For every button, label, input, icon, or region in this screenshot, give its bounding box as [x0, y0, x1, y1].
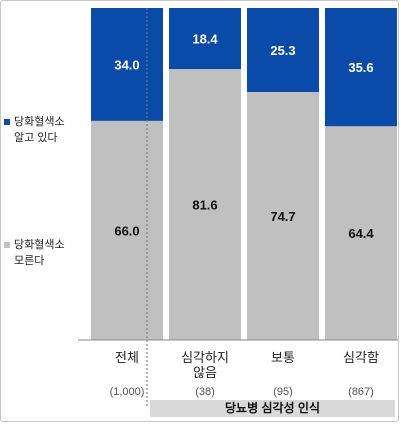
bar-segment-known-0 [91, 8, 163, 121]
legend-known-label: 당화혈색소 알고 있다 [14, 116, 65, 144]
data-label-unknown-3: 64.4 [348, 226, 374, 241]
bar-segment-unknown-0 [91, 120, 163, 340]
sample-size-label-0: (1,000) [110, 386, 145, 398]
data-label-known-0: 34.0 [114, 57, 139, 72]
legend-unknown: 당화혈색소 모른다 [4, 237, 65, 269]
legend-known-swatch [4, 119, 10, 125]
category-label-1-line-0: 심각하지 [181, 350, 229, 365]
category-label-2: 보통 [271, 350, 295, 365]
group-axis-label: 당뇨병 심각성 인식 [150, 400, 395, 417]
legend-known: 당화혈색소 알고 있다 [4, 114, 65, 146]
category-label-0: 전체 [115, 350, 139, 365]
sample-size-label-2: (95) [273, 386, 293, 398]
data-label-unknown-2: 74.7 [270, 209, 295, 224]
bar-segment-unknown-1 [169, 69, 241, 340]
category-label-3: 심각함 [343, 350, 379, 365]
category-label-1-line-1: 않음 [193, 365, 217, 380]
sample-size-label-3: (867) [348, 386, 374, 398]
bar-segment-known-3 [325, 8, 397, 127]
bar-segment-unknown-2 [247, 91, 319, 340]
data-label-known-3: 35.6 [348, 60, 373, 75]
data-label-known-1: 18.4 [192, 32, 218, 47]
legend-unknown-swatch [4, 242, 10, 248]
sample-size-label-1: (38) [195, 386, 215, 398]
data-label-unknown-0: 66.0 [114, 223, 139, 238]
bar-segment-known-1 [169, 8, 241, 70]
legend-unknown-label: 당화혈색소 모른다 [14, 239, 65, 267]
bar-segment-unknown-3 [325, 126, 397, 340]
data-label-known-2: 25.3 [270, 43, 295, 58]
bar-segment-known-2 [247, 8, 319, 92]
data-label-unknown-1: 81.6 [192, 198, 217, 213]
